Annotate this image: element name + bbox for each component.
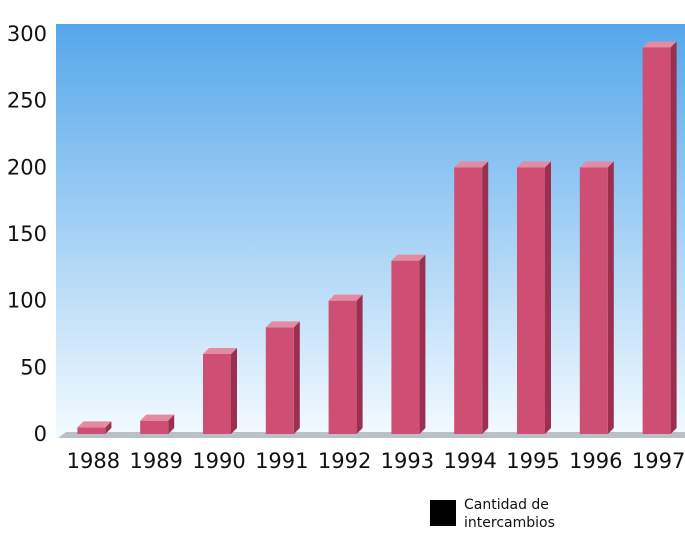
y-tick-label: 200 [7, 155, 47, 179]
bar-front [579, 167, 608, 435]
bar-top [391, 254, 426, 261]
bar-top [265, 321, 300, 328]
bar-front [203, 354, 231, 434]
bar-1990 [203, 348, 237, 434]
x-tick-label: 1991 [255, 449, 308, 473]
bar-side [607, 161, 614, 435]
bar-1994 [454, 161, 489, 435]
bar-side [419, 254, 426, 434]
bar-side [482, 161, 489, 435]
bar-top [328, 294, 363, 301]
bar-front [328, 300, 357, 434]
bar-side [670, 41, 677, 434]
bar-side [356, 294, 363, 434]
bar-top [77, 421, 112, 428]
legend-swatch [430, 500, 456, 526]
bar-1993 [391, 254, 426, 434]
bar-1991 [265, 321, 300, 434]
legend-label: Cantidad de intercambios [464, 497, 555, 531]
bar-top [642, 41, 677, 48]
bar-1995 [517, 161, 551, 435]
bar-top [140, 414, 175, 421]
bar-side [168, 414, 175, 434]
bar-1997 [642, 41, 677, 434]
bar-1988 [77, 421, 112, 434]
bar-1992 [328, 294, 363, 434]
x-tick-label: 1988 [67, 449, 120, 473]
bar-side [231, 348, 237, 434]
x-tick-label: 1997 [632, 449, 685, 473]
bar-side [105, 421, 112, 434]
bar-top [203, 348, 237, 354]
y-tick-label: 300 [7, 22, 47, 46]
bar-front [517, 167, 545, 435]
x-tick-label: 1992 [318, 449, 371, 473]
bar-front [642, 47, 671, 434]
bar-front [265, 327, 294, 434]
bar-top [579, 161, 614, 168]
x-tick-label: 1990 [192, 449, 245, 473]
bar-front [391, 260, 420, 434]
bar-1996 [579, 161, 614, 435]
x-tick-label: 1989 [129, 449, 182, 473]
legend: Cantidad de intercambios [430, 496, 584, 532]
bar-front [140, 420, 169, 434]
bar-front [454, 167, 483, 435]
y-tick-label: 50 [20, 355, 47, 379]
y-tick-label: 100 [7, 289, 47, 313]
bar-top [517, 161, 551, 168]
x-tick-label: 1994 [443, 449, 496, 473]
bar-1989 [140, 414, 175, 434]
y-tick-label: 150 [7, 222, 47, 246]
y-tick-label: 250 [7, 89, 47, 113]
x-tick-label: 1995 [506, 449, 559, 473]
bar-side [545, 161, 551, 435]
bar-side [293, 321, 300, 434]
x-tick-label: 1993 [381, 449, 434, 473]
x-tick-label: 1996 [569, 449, 622, 473]
bar-front [77, 427, 106, 434]
bar-top [454, 161, 489, 168]
y-tick-label: 0 [34, 422, 47, 446]
